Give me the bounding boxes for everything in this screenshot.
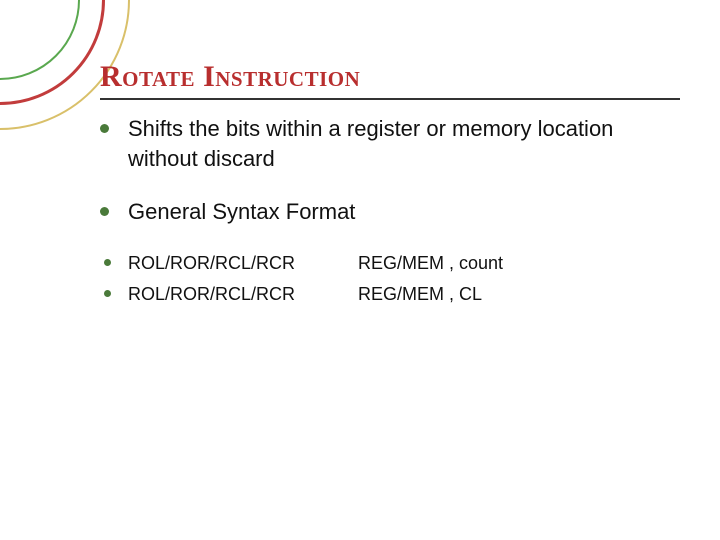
bullet-syntax-row-2: ROL/ROR/RCL/RCR REG/MEM , CL (100, 282, 680, 307)
syntax-row: ROL/ROR/RCL/RCR REG/MEM , count (128, 251, 680, 276)
bullet-syntax-heading: General Syntax Format (100, 197, 680, 227)
slide-title: Rotate Instruction (100, 60, 680, 100)
syntax-row: ROL/ROR/RCL/RCR REG/MEM , CL (128, 282, 680, 307)
deco-ring-mid (0, 0, 105, 105)
deco-ring-inner (0, 0, 80, 80)
syntax-mnemonic: ROL/ROR/RCL/RCR (128, 282, 358, 307)
syntax-operands: REG/MEM , count (358, 251, 680, 276)
bullet-list: Shifts the bits within a register or mem… (100, 114, 680, 307)
syntax-operands: REG/MEM , CL (358, 282, 680, 307)
bullet-description: Shifts the bits within a register or mem… (100, 114, 680, 173)
slide-content: Rotate Instruction Shifts the bits withi… (100, 60, 680, 313)
syntax-mnemonic: ROL/ROR/RCL/RCR (128, 251, 358, 276)
bullet-syntax-row-1: ROL/ROR/RCL/RCR REG/MEM , count (100, 251, 680, 276)
